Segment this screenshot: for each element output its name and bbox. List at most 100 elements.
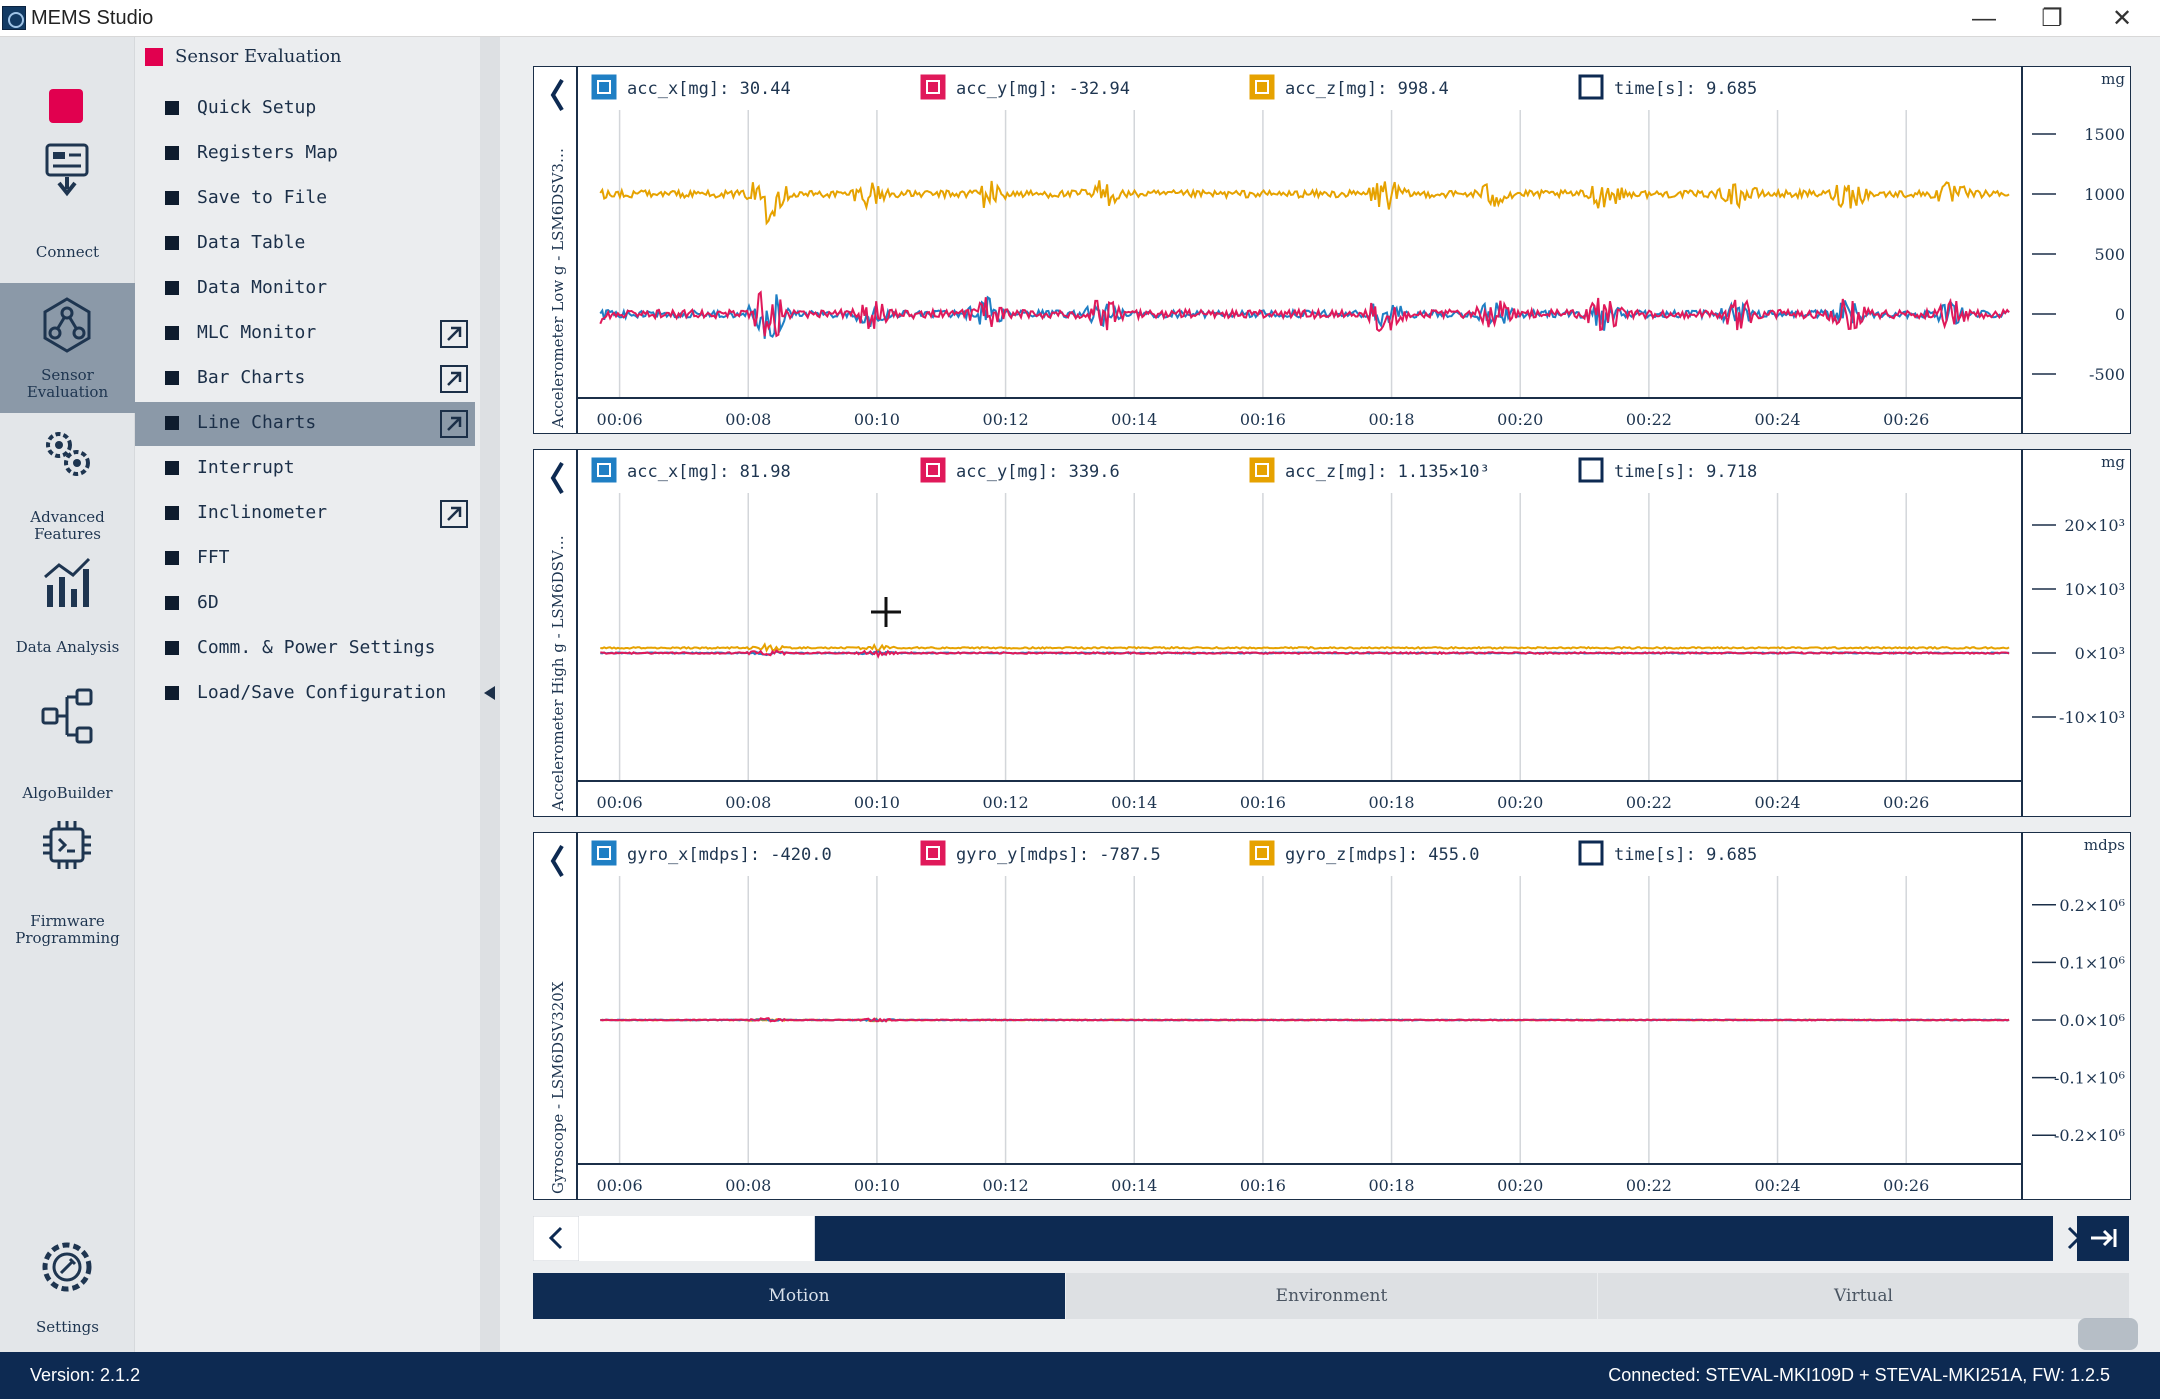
nav-advanced-features[interactable]: Advanced Features <box>0 413 135 543</box>
y-tick-label: 1500 <box>2084 125 2125 144</box>
submenu-item-registers-map[interactable]: Registers Map <box>135 132 475 176</box>
legend-entry-y: gyro_y[mdps]: -787.5 <box>920 840 1161 866</box>
line-chart: Accelerometer High g - LSM6DSV… 00:06 00:0… <box>533 449 2131 817</box>
submenu-item-mlc-monitor[interactable]: MLC Monitor <box>135 312 475 356</box>
submenu-item-inclinometer[interactable]: Inclinometer <box>135 492 475 536</box>
legend-value: acc_y[mg]: 339.6 <box>956 462 1120 482</box>
tab-virtual[interactable]: Virtual <box>1598 1273 2129 1319</box>
submenu-item-label: FFT <box>197 547 230 568</box>
submenu-item-comm-power-settings[interactable]: Comm. & Power Settings <box>135 627 475 671</box>
open-external-icon[interactable] <box>440 365 468 393</box>
bullet-square-icon <box>165 146 179 160</box>
nav-settings-label: Settings <box>36 1318 99 1336</box>
sensor-evaluation-icon <box>43 297 91 353</box>
chart-panel-gyroscope[interactable]: Gyroscope - LSM6DSV320X 00:06 00:08 00:10 00… <box>533 832 2131 1200</box>
x-tick-label: 00:10 <box>854 793 900 812</box>
legend-entry-time: time[s]: 9.685 <box>1578 840 1757 866</box>
y-tick-label: -0.2×10⁶ <box>2054 1126 2125 1145</box>
x-tick-label: 00:22 <box>1626 410 1672 429</box>
nav-sensor-evaluation[interactable]: Sensor Evaluation <box>0 283 135 413</box>
submenu-header-marker <box>145 48 163 66</box>
submenu-item-interrupt[interactable]: Interrupt <box>135 447 475 491</box>
bullet-square-icon <box>165 281 179 295</box>
legend-entry-x: gyro_x[mdps]: -420.0 <box>591 840 832 866</box>
legend-entry-time: time[s]: 9.718 <box>1578 457 1757 483</box>
chart-panel-acc-low-g[interactable]: Accelerometer Low g - LSM6DSV3… 00:06 00:0… <box>533 66 2131 434</box>
submenu-item-line-charts[interactable]: Line Charts <box>135 402 475 446</box>
x-tick-label: 00:06 <box>597 793 643 812</box>
submenu-item-label: Data Table <box>197 232 306 253</box>
open-external-icon[interactable] <box>440 410 468 438</box>
tab-environment[interactable]: Environment <box>1066 1273 1597 1319</box>
bullet-square-icon <box>165 101 179 115</box>
submenu-item-label: MLC Monitor <box>197 322 317 343</box>
chat-bubble-icon[interactable] <box>2078 1318 2138 1350</box>
version-label: Version: 2.1.2 <box>30 1365 141 1385</box>
minimize-button[interactable]: — <box>1972 5 1996 32</box>
submenu-item-6d[interactable]: 6D <box>135 582 475 626</box>
nav-algobuilder-label: AlgoBuilder <box>22 784 113 802</box>
x-tick-label: 00:06 <box>597 410 643 429</box>
open-external-icon[interactable] <box>440 320 468 348</box>
legend-entry-time: time[s]: 9.685 <box>1578 74 1757 100</box>
bullet-square-icon <box>165 191 179 205</box>
nav-connect[interactable]: Connect <box>0 127 135 261</box>
sensor-name-label: Gyroscope - LSM6DSV320X <box>549 981 567 1194</box>
submenu-item-quick-setup[interactable]: Quick Setup <box>135 87 475 131</box>
submenu-item-bar-charts[interactable]: Bar Charts <box>135 357 475 401</box>
x-tick-label: 00:08 <box>725 1176 771 1195</box>
app-logo-icon <box>2 6 26 30</box>
nav-firmware-programming[interactable]: Firmware Programming <box>0 803 135 947</box>
submenu-item-label: Interrupt <box>197 457 295 478</box>
restore-button[interactable]: ❐ <box>2041 5 2063 32</box>
algobuilder-icon <box>41 688 93 744</box>
tab-motion[interactable]: Motion <box>533 1273 1065 1319</box>
submenu-item-label: Data Monitor <box>197 277 328 298</box>
data-analysis-icon <box>44 557 91 607</box>
main-navigation: Connect Sensor Evaluation Advanced Featu… <box>0 37 135 1352</box>
legend-entry-x: acc_x[mg]: 81.98 <box>591 457 791 483</box>
submenu-item-save-to-file[interactable]: Save to File <box>135 177 475 221</box>
collapse-legend-icon <box>550 78 564 112</box>
settings-icon <box>42 1242 92 1292</box>
nav-algobuilder[interactable]: AlgoBuilder <box>0 673 135 803</box>
submenu-item-data-table[interactable]: Data Table <box>135 222 475 266</box>
x-tick-label: 00:14 <box>1111 410 1157 429</box>
sensor-tabs: Motion Environment Virtual <box>533 1273 2129 1319</box>
bullet-square-icon <box>165 551 179 565</box>
close-button[interactable]: ✕ <box>2111 5 2133 32</box>
nav-sensor-evaluation-label: Sensor Evaluation <box>26 366 109 401</box>
x-tick-label: 00:20 <box>1497 410 1543 429</box>
x-tick-label: 00:06 <box>597 1176 643 1195</box>
legend-value: gyro_z[mdps]: 455.0 <box>1285 845 1479 865</box>
submenu-item-load-save-configuration[interactable]: Load/Save Configuration <box>135 672 475 716</box>
submenu-item-label: Load/Save Configuration <box>197 682 447 703</box>
legend-value: time[s]: 9.685 <box>1614 79 1757 99</box>
side-panel <box>533 66 578 434</box>
window-title: MEMS Studio <box>31 7 154 29</box>
x-tick-label: 00:22 <box>1626 793 1672 812</box>
bullet-square-icon <box>165 236 179 250</box>
time-scrollbar[interactable] <box>532 1215 2129 1262</box>
submenu-item-data-monitor[interactable]: Data Monitor <box>135 267 475 311</box>
nav-settings[interactable]: Settings <box>0 1227 135 1357</box>
open-external-icon[interactable] <box>440 500 468 528</box>
x-tick-label: 00:18 <box>1369 410 1415 429</box>
chart-panel-acc-high-g[interactable]: Accelerometer High g - LSM6DSV… 00:06 00:0… <box>533 449 2131 817</box>
legend-value: acc_x[mg]: 81.98 <box>627 462 791 482</box>
collapse-legend-icon <box>550 461 564 495</box>
stop-streaming-button[interactable] <box>49 89 83 123</box>
nav-data-analysis[interactable]: Data Analysis <box>0 543 135 673</box>
collapse-submenu-icon[interactable] <box>484 686 495 700</box>
submenu-item-label: Save to File <box>197 187 328 208</box>
x-tick-label: 00:24 <box>1754 410 1800 429</box>
y-tick-label: 0.1×10⁶ <box>2059 953 2125 972</box>
scroll-left-icon <box>548 1226 563 1250</box>
x-tick-label: 00:20 <box>1497 1176 1543 1195</box>
crosshair-cursor-icon <box>871 597 901 627</box>
submenu-item-fft[interactable]: FFT <box>135 537 475 581</box>
submenu-item-label: Comm. & Power Settings <box>197 637 436 658</box>
sensor-name-label: Accelerometer Low g - LSM6DSV3… <box>549 148 567 429</box>
x-tick-label: 00:24 <box>1754 1176 1800 1195</box>
x-tick-label: 00:18 <box>1369 793 1415 812</box>
